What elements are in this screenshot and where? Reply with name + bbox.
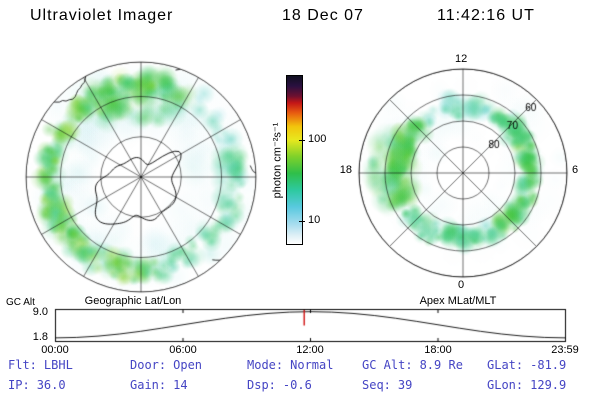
status-gc-alt: GC Alt: 8.9 Re bbox=[362, 358, 463, 372]
mlt-label-0: 0 bbox=[458, 279, 465, 291]
time-tick-1800: 18:00 bbox=[424, 344, 452, 356]
mlt-label-18: 18 bbox=[339, 164, 352, 176]
altitude-ytick-max: 9.0 bbox=[32, 306, 48, 318]
geographic-aurora-image bbox=[23, 59, 259, 295]
altitude-ytick-min: 1.8 bbox=[32, 331, 48, 343]
status-dsp: Dsp: -0.6 bbox=[247, 378, 312, 392]
status-door: Door: Open bbox=[130, 358, 203, 372]
altitude-axis-title: GC Alt bbox=[6, 297, 35, 308]
app-title: Ultraviolet Imager bbox=[30, 7, 174, 24]
colorbar-tick-10: 10 bbox=[308, 214, 321, 227]
colorbar bbox=[286, 75, 303, 245]
time-tick-0600: 06:00 bbox=[169, 344, 197, 356]
mlt-label-6: 6 bbox=[572, 164, 579, 176]
colorbar-unit-label: photon cm⁻²s⁻¹ bbox=[271, 122, 284, 199]
altitude-timeline bbox=[50, 304, 571, 346]
time-display: 11:42:16 UT bbox=[437, 7, 535, 24]
status-mode: Mode: Normal bbox=[247, 358, 334, 372]
colorbar-tickmark bbox=[299, 221, 305, 223]
apex-aurora-image bbox=[356, 66, 570, 280]
status-ip: IP: 36.0 bbox=[8, 378, 66, 392]
colorbar-tickmark bbox=[299, 139, 305, 141]
date-display: 18 Dec 07 bbox=[282, 7, 364, 24]
time-tick-2359: 23:59 bbox=[551, 344, 579, 356]
time-tick-0000: 00:00 bbox=[41, 344, 69, 356]
status-seq: Seq: 39 bbox=[362, 378, 413, 392]
status-glon: GLon: 129.9 bbox=[487, 378, 567, 392]
colorbar-tick-100: 100 bbox=[308, 132, 327, 145]
mlt-label-12: 12 bbox=[455, 53, 468, 65]
status-glat: GLat: -81.9 bbox=[487, 358, 567, 372]
status-gain: Gain: 14 bbox=[130, 378, 188, 392]
status-flt: Flt: LBHL bbox=[8, 358, 73, 372]
time-tick-1200: 12:00 bbox=[296, 344, 324, 356]
